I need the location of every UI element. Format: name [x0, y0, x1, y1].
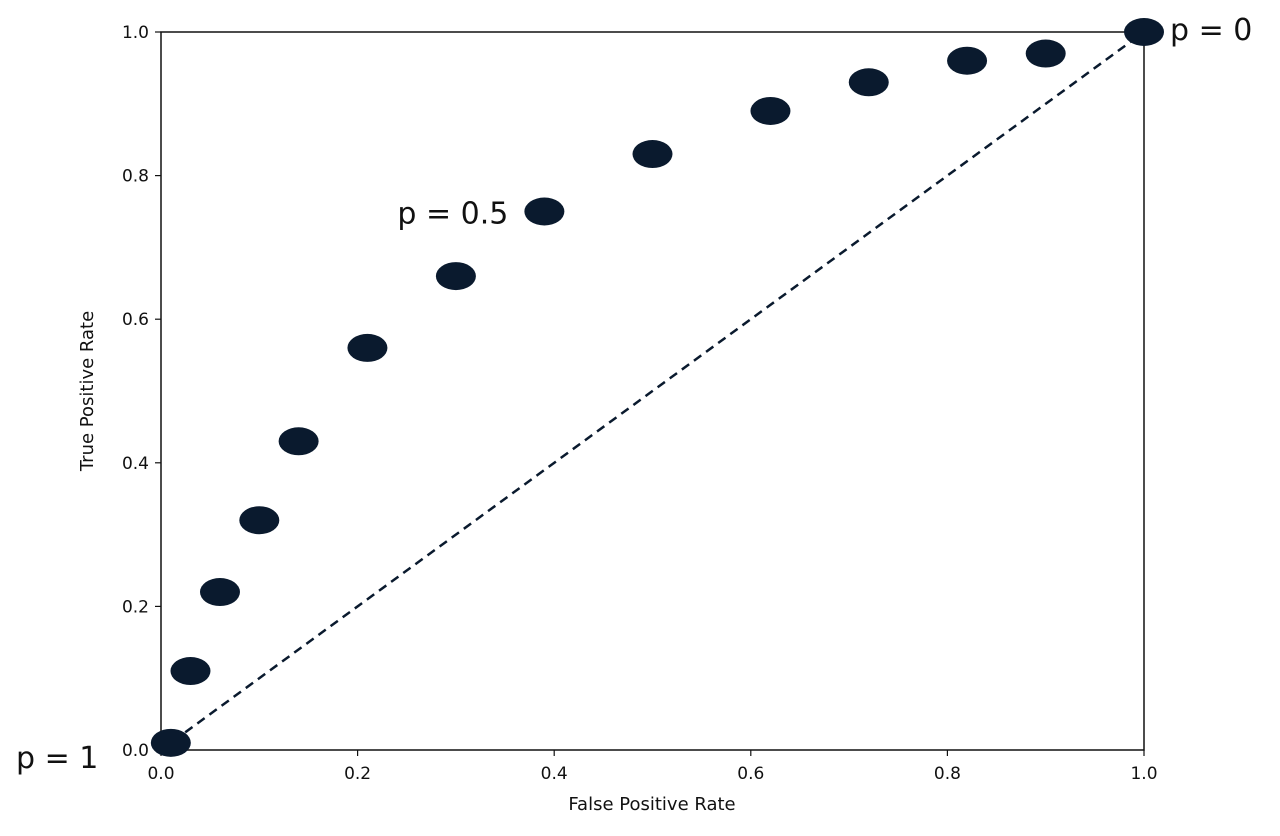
x-tick-label: 0.0	[147, 764, 174, 784]
data-point	[347, 333, 388, 362]
data-point	[632, 140, 673, 169]
data-point	[278, 427, 319, 456]
y-tick-label: 0.6	[122, 310, 149, 330]
x-tick-label: 1.0	[1130, 764, 1157, 784]
data-point	[150, 728, 191, 757]
x-tick-label: 0.6	[737, 764, 764, 784]
data-point	[435, 262, 476, 291]
threshold-annotation: p = 0.5	[397, 197, 508, 232]
data-point	[239, 506, 280, 535]
diagonal-reference-line	[160, 30, 1145, 752]
data-point	[947, 46, 988, 75]
x-tick-label: 0.4	[541, 764, 568, 784]
y-tick-label: 0.8	[122, 167, 149, 187]
data-point	[524, 197, 565, 226]
x-tick-label: 0.2	[344, 764, 371, 784]
plot-frame	[160, 31, 1145, 751]
x-tick-label: 0.8	[934, 764, 961, 784]
threshold-annotation: p = 1	[16, 741, 98, 776]
y-axis-label: True Positive Rate	[77, 311, 98, 472]
data-point	[848, 68, 889, 97]
y-tick-label: 0.0	[122, 741, 149, 761]
x-axis-label: False Positive Rate	[568, 794, 735, 815]
data-point	[1124, 18, 1164, 46]
y-tick-label: 1.0	[122, 23, 149, 43]
y-tick-label: 0.4	[122, 454, 149, 474]
data-point	[170, 657, 211, 686]
data-point	[750, 96, 791, 125]
data-point	[199, 578, 240, 607]
y-tick-label: 0.2	[122, 597, 149, 617]
data-point	[1025, 39, 1066, 68]
threshold-annotation: p = 0	[1170, 13, 1252, 48]
